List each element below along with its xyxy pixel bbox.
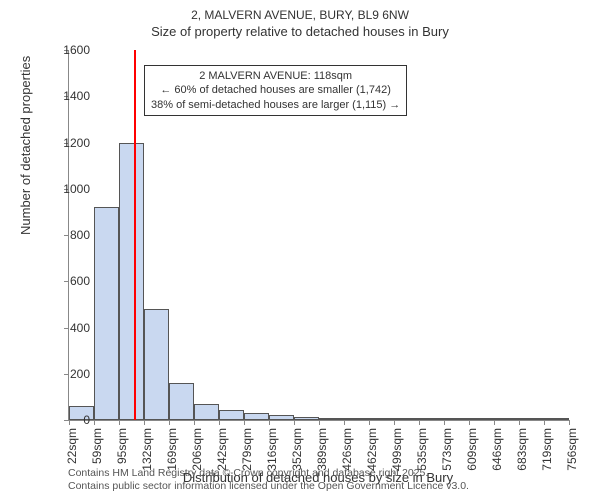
histogram-bar	[418, 418, 444, 420]
y-tick-label: 1600	[63, 43, 90, 57]
histogram-bar	[369, 418, 394, 420]
x-tick-label: 389sqm	[315, 428, 329, 471]
histogram-bar	[469, 418, 494, 420]
histogram-bar	[494, 418, 519, 420]
title-line1: 2, MALVERN AVENUE, BURY, BL9 6NW	[0, 8, 600, 22]
x-tick-label: 719sqm	[540, 428, 554, 471]
histogram-bar	[344, 418, 369, 420]
y-tick-label: 200	[70, 367, 90, 381]
x-tick-mark	[494, 420, 495, 425]
x-tick-label: 646sqm	[490, 428, 504, 471]
x-tick-label: 756sqm	[565, 428, 579, 471]
annotation-line3: 38% of semi-detached houses are larger (…	[151, 98, 400, 112]
histogram-bar	[119, 143, 144, 421]
x-tick-label: 573sqm	[440, 428, 454, 471]
footer-line2: Contains public sector information licen…	[68, 480, 469, 494]
histogram-bar	[294, 417, 319, 420]
x-tick-mark	[119, 420, 120, 425]
x-tick-mark	[544, 420, 545, 425]
y-axis-label: Number of detached properties	[18, 56, 33, 235]
histogram-bar	[94, 207, 119, 420]
x-tick-label: 22sqm	[65, 428, 79, 464]
x-tick-label: 683sqm	[515, 428, 529, 471]
y-tick-mark	[64, 374, 69, 375]
x-tick-label: 499sqm	[390, 428, 404, 471]
x-tick-mark	[144, 420, 145, 425]
x-tick-mark	[169, 420, 170, 425]
x-tick-mark	[369, 420, 370, 425]
histogram-bar	[144, 309, 169, 420]
y-tick-mark	[64, 235, 69, 236]
histogram-bar	[244, 413, 269, 420]
annotation-box: 2 MALVERN AVENUE: 118sqm← 60% of detache…	[144, 65, 407, 116]
x-tick-label: 59sqm	[90, 428, 104, 464]
x-tick-mark	[469, 420, 470, 425]
annotation-line1: 2 MALVERN AVENUE: 118sqm	[151, 69, 400, 83]
x-tick-mark	[219, 420, 220, 425]
histogram-bar	[519, 418, 544, 420]
x-tick-mark	[419, 420, 420, 425]
x-tick-label: 206sqm	[190, 428, 204, 471]
x-tick-mark	[394, 420, 395, 425]
x-tick-label: 462sqm	[365, 428, 379, 471]
x-tick-mark	[569, 420, 570, 425]
footer: Contains HM Land Registry data © Crown c…	[68, 467, 469, 494]
footer-line1: Contains HM Land Registry data © Crown c…	[68, 467, 469, 481]
histogram-bar	[194, 404, 219, 420]
histogram-bar	[69, 406, 94, 420]
histogram-bar	[169, 383, 194, 420]
x-tick-label: 132sqm	[140, 428, 154, 471]
plot-area: 2 MALVERN AVENUE: 118sqm← 60% of detache…	[68, 50, 569, 421]
histogram-bar	[544, 418, 569, 420]
x-tick-mark	[319, 420, 320, 425]
x-tick-label: 426sqm	[340, 428, 354, 471]
x-tick-label: 242sqm	[215, 428, 229, 471]
chart-area: 2 MALVERN AVENUE: 118sqm← 60% of detache…	[68, 50, 568, 420]
y-tick-label: 1200	[63, 136, 90, 150]
y-tick-label: 600	[70, 274, 90, 288]
histogram-bar	[319, 418, 344, 420]
chart-title: 2, MALVERN AVENUE, BURY, BL9 6NW Size of…	[0, 0, 600, 39]
x-tick-label: 352sqm	[290, 428, 304, 471]
y-tick-mark	[64, 328, 69, 329]
y-tick-label: 1400	[63, 89, 90, 103]
y-tick-label: 400	[70, 321, 90, 335]
title-line2: Size of property relative to detached ho…	[0, 24, 600, 39]
y-tick-mark	[64, 281, 69, 282]
x-tick-mark	[519, 420, 520, 425]
x-tick-label: 169sqm	[165, 428, 179, 471]
x-tick-label: 535sqm	[415, 428, 429, 471]
annotation-line2: ← 60% of detached houses are smaller (1,…	[151, 83, 400, 97]
x-tick-label: 279sqm	[240, 428, 254, 471]
marker-line	[134, 50, 136, 420]
histogram-bar	[444, 418, 469, 420]
x-tick-mark	[344, 420, 345, 425]
histogram-bar	[269, 415, 294, 420]
y-tick-label: 1000	[63, 182, 90, 196]
y-tick-label: 800	[70, 228, 90, 242]
histogram-bar	[219, 410, 244, 420]
x-tick-mark	[269, 420, 270, 425]
x-tick-mark	[444, 420, 445, 425]
x-tick-label: 316sqm	[265, 428, 279, 471]
x-tick-mark	[244, 420, 245, 425]
x-tick-mark	[69, 420, 70, 425]
x-tick-label: 95sqm	[115, 428, 129, 464]
histogram-bar	[394, 418, 419, 420]
x-tick-mark	[294, 420, 295, 425]
x-tick-label: 609sqm	[465, 428, 479, 471]
x-tick-mark	[194, 420, 195, 425]
y-tick-label: 0	[83, 413, 90, 427]
x-tick-mark	[94, 420, 95, 425]
